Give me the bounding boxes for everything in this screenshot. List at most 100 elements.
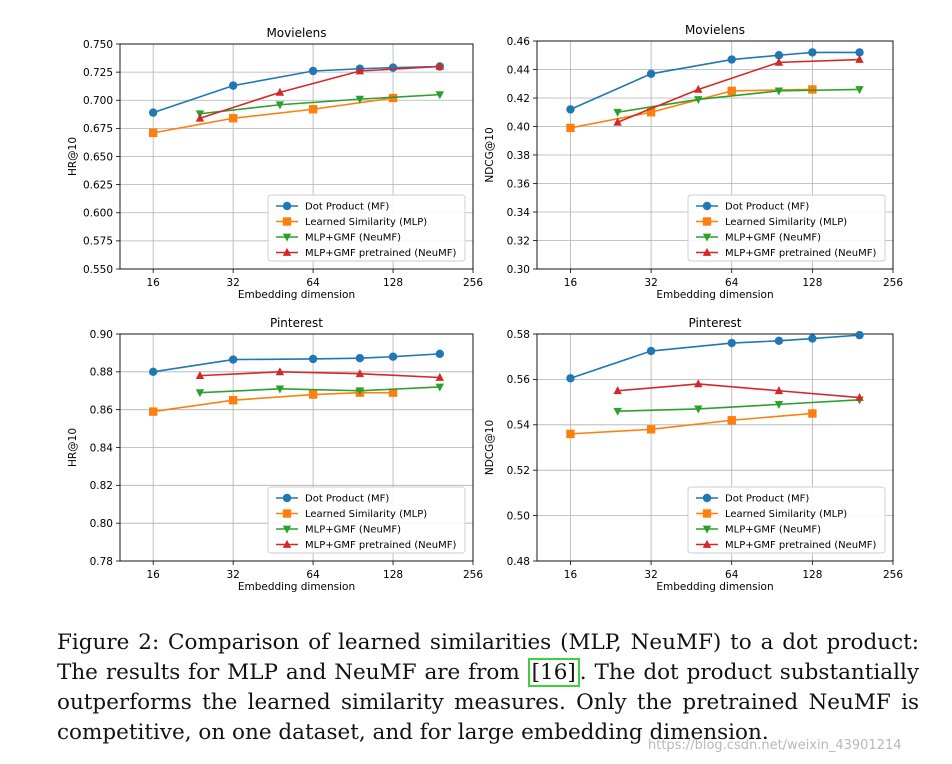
data-point [566,123,575,133]
data-point [355,354,365,363]
y-tick-label: 0.86 [90,404,114,416]
y-tick-label: 0.650 [83,151,113,163]
data-point [774,386,784,395]
x-tick-label: 16 [146,277,160,289]
legend-marker [702,539,712,548]
data-point [855,392,864,401]
data-point [228,396,238,405]
y-tick-label: 0.40 [507,121,530,133]
data-point [694,405,703,414]
legend-label: Learned Similarity (MLP) [725,217,847,228]
x-axis-label: Embedding dimension [656,581,773,593]
x-tick-label: 256 [463,569,483,581]
data-point [855,86,864,95]
data-point [808,334,817,343]
data-point [435,372,445,381]
data-point [275,367,285,376]
data-point [275,87,285,96]
series-line [153,353,440,373]
data-point [694,96,703,105]
data-point [435,349,445,359]
series-line [617,383,860,399]
legend-box [267,486,466,554]
data-point [275,385,285,394]
caption-text-start: Figure 2: Comparison of learned similari… [57,630,919,685]
x-tick-label: 128 [383,277,403,289]
legend-marker [282,509,292,518]
x-tick-label: 256 [883,277,903,289]
x-tick-label: 128 [383,569,403,581]
series-line [617,399,860,412]
legend-label: MLP+GMF pretrained (NeuMF) [725,540,877,551]
x-tick-label: 64 [725,277,739,289]
y-tick-label: 0.30 [507,264,530,276]
data-point [613,407,622,416]
y-axis-label: HR@10 [67,428,79,467]
x-tick-label: 32 [226,277,239,289]
legend-label: MLP+GMF pretrained (NeuMF) [725,248,877,259]
data-point [613,386,622,395]
data-point [727,416,736,425]
y-tick-label: 0.56 [507,374,531,386]
legend-box [267,194,466,262]
y-tick-label: 0.84 [90,442,114,454]
data-point [694,379,703,388]
y-tick-label: 0.46 [507,36,531,48]
x-tick-label: 32 [644,277,657,289]
data-point [727,338,736,348]
y-tick-label: 0.750 [83,39,113,51]
chart-title: Pinterest [688,316,741,330]
data-point [646,346,656,356]
data-point [355,95,365,104]
legend-marker [282,525,292,534]
y-tick-label: 0.675 [83,123,113,135]
data-point [195,113,205,122]
legend-marker [282,539,292,548]
data-point [228,81,238,90]
data-point [355,387,365,396]
series-line [199,371,440,379]
data-point [774,51,784,60]
y-axis-label: NDCG@10 [484,127,496,182]
y-tick-label: 0.32 [507,235,530,247]
y-tick-label: 0.36 [507,178,531,190]
y-axis-label: HR@10 [67,137,79,176]
y-tick-label: 0.78 [90,556,113,568]
x-tick-label: 128 [802,277,822,289]
chart-title: Pinterest [270,316,323,330]
data-point [148,407,158,416]
x-tick-label: 256 [883,569,903,581]
legend-marker [702,509,712,518]
axes-frame [536,40,894,270]
y-tick-label: 0.700 [83,95,113,107]
legend-box [687,486,886,554]
x-tick-label: 32 [226,569,239,581]
data-point [195,370,205,379]
data-point [388,352,398,361]
legend-marker [702,247,712,256]
legend-label: MLP+GMF (NeuMF) [305,525,401,536]
series-line [570,334,860,380]
y-tick-label: 0.54 [507,420,531,432]
x-axis-label: Embedding dimension [238,289,355,301]
data-point [388,63,398,72]
legend-marker [702,493,712,503]
y-tick-label: 0.550 [83,264,113,276]
y-tick-label: 0.38 [507,150,530,162]
x-tick-label: 128 [802,569,822,581]
y-tick-label: 0.600 [83,208,113,220]
legend-marker [282,217,292,226]
data-point [435,383,445,392]
legend-label: MLP+GMF (NeuMF) [305,233,401,244]
data-point [566,429,575,439]
legend-label: Dot Product (MF) [305,494,389,505]
y-tick-label: 0.58 [507,329,530,341]
citation-link[interactable]: [16] [527,658,580,687]
data-point [646,69,656,78]
y-tick-label: 0.42 [507,93,530,105]
legend-marker [282,493,292,503]
data-point [566,105,575,114]
x-tick-label: 16 [564,569,578,581]
series-line [570,88,813,129]
data-point [808,48,817,57]
